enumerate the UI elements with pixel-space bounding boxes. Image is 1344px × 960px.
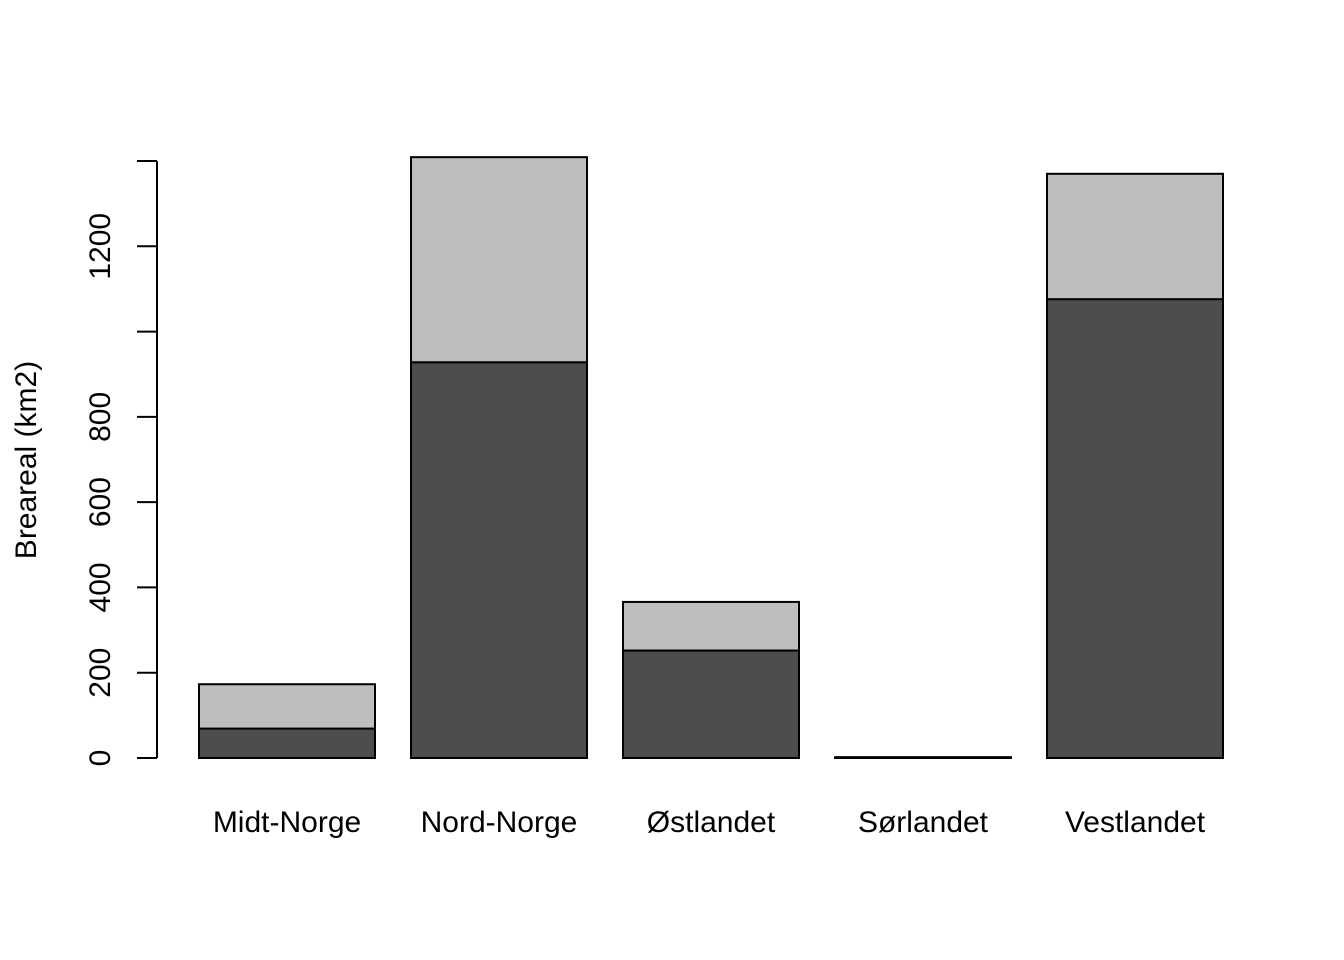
- x-tick-label: Vestlandet: [1065, 806, 1206, 839]
- x-axis-labels: Midt-Norge Nord-Norge Østlandet Sørlandet Ve…: [213, 806, 1206, 839]
- bars-group: [198, 156, 1224, 760]
- bar-segment-midt-norge: [198, 727, 376, 759]
- bar-segment-midt-norge: [198, 683, 376, 730]
- bar-segment-østlandet: [622, 649, 800, 759]
- bar-segment-nord-norge: [410, 156, 588, 364]
- bar-segment-østlandet: [622, 600, 800, 652]
- y-tick-label: 400: [84, 562, 117, 612]
- y-axis: 0 200 400 600 800 1200: [84, 160, 158, 767]
- y-tick-label: 1200: [84, 213, 117, 280]
- y-tick-label: 800: [84, 392, 117, 442]
- y-tick-label: 0: [84, 750, 117, 767]
- x-tick-label: Midt-Norge: [213, 806, 361, 839]
- x-tick-label: Østlandet: [647, 806, 776, 839]
- bar-segment-vestlandet: [1046, 298, 1224, 759]
- x-tick-label: Nord-Norge: [421, 806, 578, 839]
- x-tick-label: Sørlandet: [858, 806, 989, 839]
- y-tick-label: 200: [84, 648, 117, 698]
- bar-segment-vestlandet: [1046, 172, 1224, 301]
- bar-segment-nord-norge: [410, 361, 588, 759]
- y-axis-label: Breareal (km2): [10, 361, 43, 559]
- y-tick-label: 600: [84, 477, 117, 527]
- bar-segment-sørlandet: [834, 756, 1012, 760]
